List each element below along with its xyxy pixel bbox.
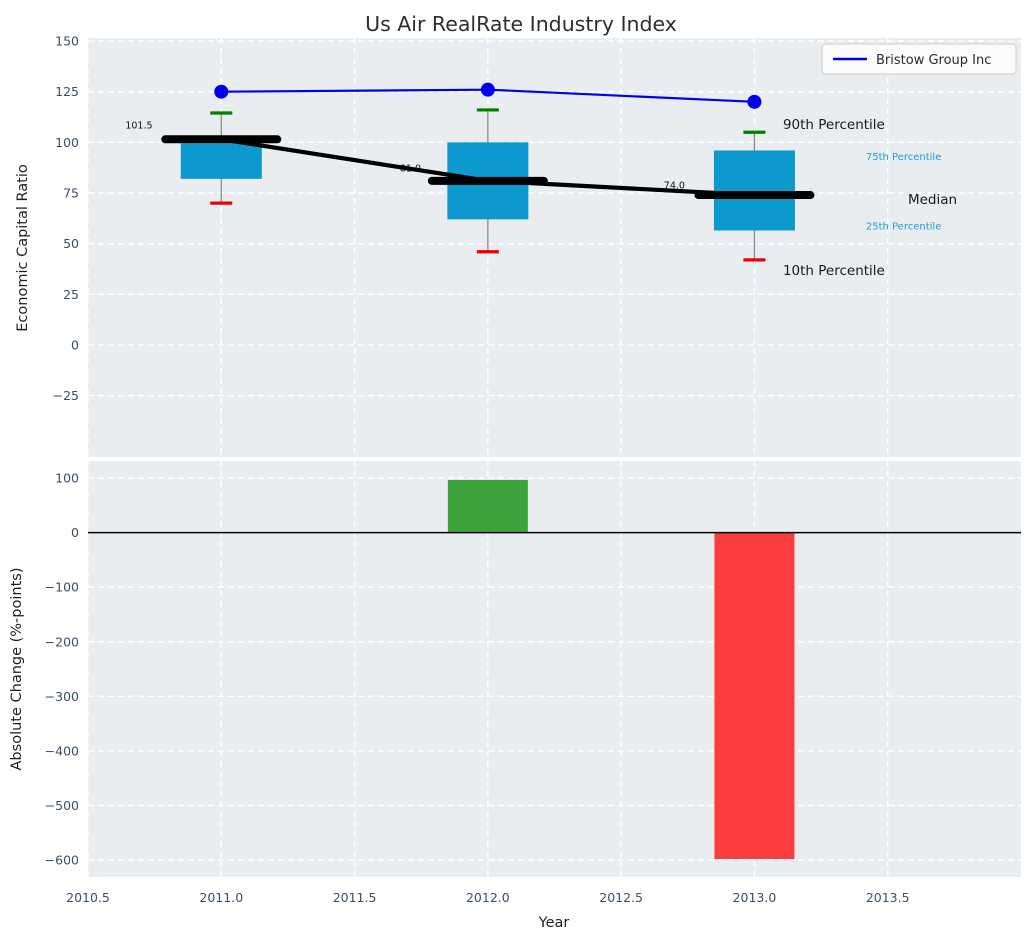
top-y-tick-label: 100 xyxy=(55,135,79,150)
annotation-label: 90th Percentile xyxy=(783,117,885,133)
top-y-tick-label: −25 xyxy=(53,388,79,403)
bottom-plot-area xyxy=(88,461,1021,877)
bottom-y-tick-label: −300 xyxy=(45,689,79,704)
x-tick-label: 2012.5 xyxy=(599,890,643,905)
x-tick-label: 2011.0 xyxy=(199,890,243,905)
bottom-y-tick-label: 100 xyxy=(55,471,79,486)
annotation-label: 25th Percentile xyxy=(866,222,942,233)
top-y-tick-label: 150 xyxy=(55,34,79,49)
top-y-tick-label: 75 xyxy=(63,185,79,200)
bottom-plot-marks: 2010.5 2011.0 2011.5 2012.0 2012.5 2013.0 2013… xyxy=(45,461,1021,905)
annotation-label: Median xyxy=(908,192,957,208)
bottom-y-tick-label: −200 xyxy=(45,634,79,649)
annotation-label: 75th Percentile xyxy=(866,152,942,163)
top-y-tick-label: 0 xyxy=(71,337,79,352)
top-plot-area xyxy=(88,38,1021,457)
median-value-label: 74.0 xyxy=(664,181,685,192)
x-tick-label: 2013.0 xyxy=(733,890,777,905)
legend-label: Bristow Group Inc xyxy=(876,53,991,68)
top-plot-marks: 150 125 100 75 50 25 0 −25 101.5 81.0 74.0 90th Per… xyxy=(53,34,1021,457)
bottom-y-tick-label: 0 xyxy=(71,525,79,540)
legend: Bristow Group Inc xyxy=(821,43,1017,75)
bottom-y-tick-label: −500 xyxy=(45,798,79,813)
change-bar-2013 xyxy=(714,532,795,859)
annotation-label: 10th Percentile xyxy=(783,263,885,279)
top-y-axis-label: Economic Capital Ratio xyxy=(15,164,31,332)
bottom-y-tick-label: −600 xyxy=(45,853,79,868)
company-marker-2011 xyxy=(214,84,229,99)
percentile-box-2011 xyxy=(180,143,262,179)
top-y-tick-label: 25 xyxy=(63,287,79,302)
top-y-tick-label: 125 xyxy=(55,84,79,99)
company-marker-2012 xyxy=(480,82,495,97)
chart-title: Us Air RealRate Industry Index xyxy=(365,12,677,36)
bottom-y-tick-label: −400 xyxy=(45,743,79,758)
company-marker-2013 xyxy=(747,94,762,109)
bottom-y-axis-label: Absolute Change (%-points) xyxy=(9,568,25,771)
median-value-label: 101.5 xyxy=(125,121,152,132)
bottom-y-tick-label: −100 xyxy=(45,580,79,595)
x-axis-label: Year xyxy=(538,915,570,931)
top-y-tick-label: 50 xyxy=(63,236,79,251)
x-tick-label: 2011.5 xyxy=(333,890,377,905)
percentile-box-2013 xyxy=(713,150,795,231)
legend-frame xyxy=(821,43,1017,75)
x-tick-label: 2010.5 xyxy=(66,890,110,905)
change-bar-2012 xyxy=(447,479,528,533)
median-value-label: 81.0 xyxy=(400,163,421,174)
x-tick-label: 2012.0 xyxy=(466,890,510,905)
x-tick-label: 2013.5 xyxy=(866,890,910,905)
